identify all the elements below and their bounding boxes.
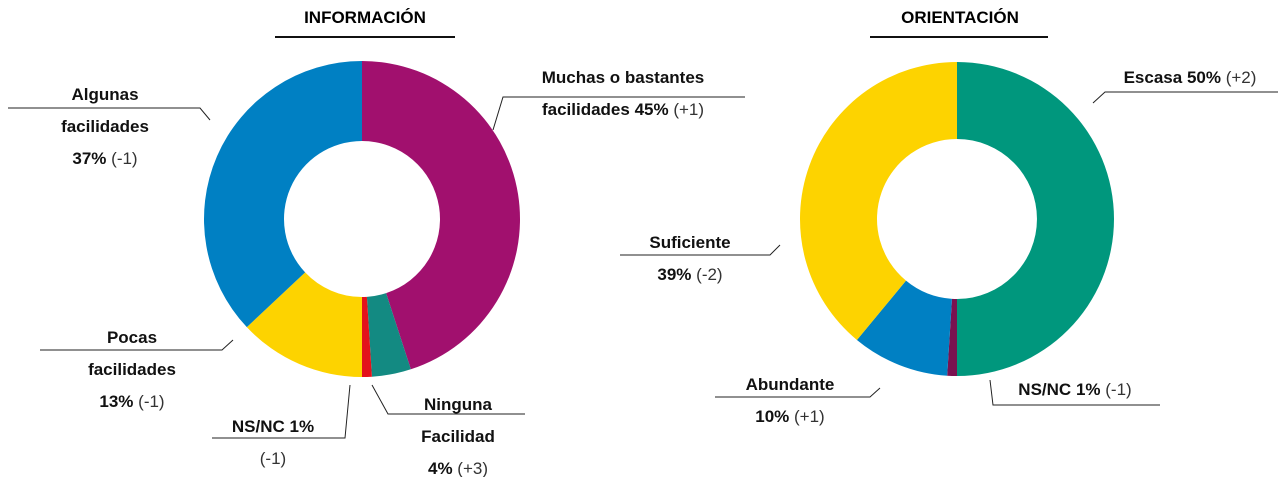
leader-line xyxy=(8,107,211,121)
slice-label: Escasa 50% (+2) xyxy=(1090,62,1278,94)
chart-title: INFORMACIÓN xyxy=(265,8,465,28)
slice-label: Ninguna Facilidad 4% (+3) xyxy=(413,389,503,477)
label-value: 10% xyxy=(755,407,790,426)
label-value: 39% xyxy=(657,265,692,284)
leader-line xyxy=(620,244,781,256)
label-change: (-1) xyxy=(259,449,287,468)
label-change: (-1) xyxy=(1105,380,1132,399)
leader-line xyxy=(989,379,1160,406)
slice xyxy=(366,293,411,377)
slice-label: NS/NC 1% (-1) xyxy=(223,411,323,475)
label-name: Ninguna Facilidad xyxy=(421,395,495,446)
label-value: 1% xyxy=(1075,380,1101,399)
leader-line xyxy=(212,384,351,439)
label-name: NS/NC xyxy=(1018,380,1072,399)
label-name: Algunas facilidades xyxy=(61,85,149,136)
leader-line xyxy=(492,96,745,131)
label-value: 50% xyxy=(1186,68,1221,87)
slice-label: Suficiente 39% (-2) xyxy=(635,227,745,291)
leader-line xyxy=(40,339,234,351)
label-name: Abundante xyxy=(745,375,835,394)
label-value: 1% xyxy=(289,417,315,436)
label-change: (+2) xyxy=(1225,68,1257,87)
leader-line xyxy=(371,384,525,415)
slice xyxy=(800,62,957,340)
slice-label: Pocas facilidades 13% (-1) xyxy=(77,322,187,418)
chart-title-text: ORIENTACIÓN xyxy=(901,8,1019,27)
slice xyxy=(947,298,957,376)
label-name: Suficiente xyxy=(649,233,731,252)
slice xyxy=(204,61,362,328)
label-name: Pocas facilidades xyxy=(88,328,176,379)
slice-label: Algunas facilidades 37% (-1) xyxy=(50,79,160,175)
label-value: 37% xyxy=(72,149,107,168)
slice xyxy=(362,61,520,370)
label-change: (+1) xyxy=(794,407,825,426)
label-value: 13% xyxy=(99,392,134,411)
label-change: (-1) xyxy=(138,392,165,411)
label-change: (+3) xyxy=(457,459,489,477)
leader-line xyxy=(715,387,881,398)
chart-title-text: INFORMACIÓN xyxy=(304,8,426,27)
slice xyxy=(246,272,362,378)
slice-label: Abundante 10% (+1) xyxy=(735,369,845,433)
chart-title: ORIENTACIÓN xyxy=(860,8,1060,28)
label-name: NS/NC xyxy=(231,417,285,436)
label-change: (-2) xyxy=(696,265,723,284)
slice-label: Muchas o bastantes facilidades 45% (+1) xyxy=(498,62,748,126)
leader-line xyxy=(1092,91,1278,104)
label-change: (-1) xyxy=(111,149,138,168)
label-value: 4% xyxy=(427,459,453,477)
label-change: (+1) xyxy=(673,100,705,119)
slice-label: NS/NC 1% (-1) xyxy=(975,374,1175,406)
slice xyxy=(362,296,372,377)
slice xyxy=(856,280,952,376)
slice xyxy=(957,62,1114,376)
label-name: Escasa xyxy=(1123,68,1183,87)
label-name: Muchas o bastantes facilidades xyxy=(541,68,705,119)
label-value: 45% xyxy=(634,100,669,119)
